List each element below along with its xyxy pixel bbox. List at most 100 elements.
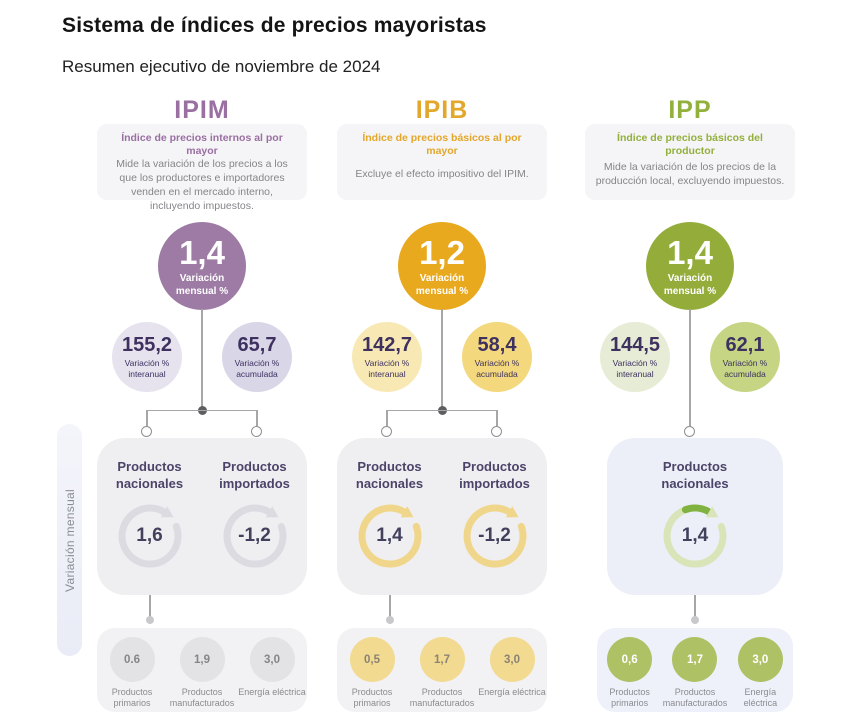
breakdown-circle: 0,6	[607, 637, 653, 682]
index-name: Índice de precios básicos al por mayor	[362, 132, 522, 158]
breakdown-value: 3,0	[264, 653, 280, 666]
accumulated-label: Variación % acumulada	[234, 357, 280, 379]
imported-products-label: Productos importados	[219, 459, 290, 491]
products-card: Productos nacionales 1,6 Productos impor…	[97, 438, 307, 595]
imported-products-value: -1,2	[478, 524, 511, 546]
index-name: Índice de precios básicos del productor	[617, 132, 763, 158]
connector-dot	[145, 616, 154, 624]
breakdown-card: 0,6 Productos primarios 1,7 Productos ma…	[597, 628, 793, 712]
connector-line	[441, 309, 443, 410]
breakdown-circle: 1,7	[419, 637, 465, 682]
column-ipib: IPIB Índice de precios básicos al por ma…	[332, 0, 552, 720]
breakdown-value: 1,7	[434, 653, 450, 666]
breakdown-label: Energía eléctrica	[743, 687, 778, 709]
breakdown-item: 0.6 Productos primarios	[97, 637, 167, 712]
connector-node	[141, 426, 152, 437]
accumulated-circle: 62,1 Variación % acumulada	[710, 322, 780, 392]
breakdown-circle: 0.6	[109, 637, 155, 682]
connector-line	[146, 410, 148, 426]
breakdown-value: 1,7	[686, 653, 703, 666]
connector-line	[147, 409, 257, 411]
interannual-value: 155,2	[121, 333, 173, 356]
interannual-circle: 144,5 Variación % interanual	[600, 322, 670, 392]
interannual-circle: 142,7 Variación % interanual	[352, 322, 422, 392]
breakdown-item: 1,7 Productos manufacturados	[407, 637, 477, 712]
breakdown-item: 3,0 Energía eléctrica	[728, 637, 793, 712]
breakdown-label: Productos manufacturados	[409, 687, 475, 709]
interannual-label: Variación % interanual	[124, 357, 170, 379]
national-products-value: 1,4	[376, 524, 403, 546]
breakdown-label: Productos primarios	[351, 687, 393, 709]
breakdown-label: Productos manufacturados	[169, 687, 235, 709]
index-name: Índice de precios internos al por mayor	[121, 132, 283, 158]
connector-line	[149, 595, 151, 619]
breakdown-item: 3,0 Energía eléctrica	[477, 637, 547, 712]
page-subtitle: Resumen ejecutivo de noviembre de 2024	[62, 57, 381, 76]
cycle-arrow-icon: 1,4	[353, 499, 427, 573]
connector-line	[386, 410, 388, 426]
breakdown-item: 1,9 Productos manufacturados	[167, 637, 237, 712]
interannual-value: 142,7	[361, 333, 413, 356]
breakdown-item: 0,6 Productos primarios	[597, 637, 662, 712]
breakdown-label: Energía eléctrica	[238, 687, 306, 697]
connector-node	[491, 426, 502, 437]
index-header-card: Índice de precios básicos del productor …	[585, 124, 795, 200]
national-products-label: Productos nacionales	[355, 459, 424, 491]
connector-line	[201, 309, 203, 410]
monthly-variation-sidebar: Variación mensual	[57, 424, 82, 656]
breakdown-circle: 3,0	[489, 637, 535, 682]
national-products-value: 1,6	[136, 524, 163, 546]
connector-line	[694, 595, 696, 619]
accumulated-circle: 65,7 Variación % acumulada	[222, 322, 292, 392]
breakdown-card: 0,5 Productos primarios 1,7 Productos ma…	[337, 628, 547, 712]
national-products-label: Productos nacionales	[661, 459, 729, 491]
national-products-cell: Productos nacionales 1,4	[337, 438, 442, 595]
page-title: Sistema de índices de precios mayoristas	[62, 14, 487, 37]
connector-line	[256, 410, 258, 426]
imported-products-label: Productos importados	[459, 459, 530, 491]
breakdown-item: 0,5 Productos primarios	[337, 637, 407, 712]
breakdown-item: 1,7 Productos manufacturados	[662, 637, 727, 712]
products-card: Productos nacionales 1,4	[607, 438, 783, 595]
imported-products-value: -1,2	[238, 524, 271, 546]
column-ipp: IPP Índice de precios básicos del produc…	[580, 0, 800, 720]
breakdown-circle: 1,7	[672, 637, 718, 682]
monthly-variation-label: Variación mensual %	[663, 273, 717, 297]
accumulated-value: 62,1	[725, 333, 765, 356]
monthly-variation-circle: 1,2 Variación mensual %	[398, 222, 486, 310]
breakdown-value: 0,5	[364, 653, 380, 666]
national-products-cell: Productos nacionales 1,6	[97, 438, 202, 595]
breakdown-circle: 3,0	[249, 637, 295, 682]
connector-node	[251, 426, 262, 437]
connector-line	[387, 409, 497, 411]
accumulated-value: 58,4	[477, 333, 517, 356]
cycle-arrow-icon: 1,6	[113, 499, 187, 573]
index-header-card: Índice de precios internos al por mayor …	[97, 124, 307, 212]
national-products-value: 1,4	[681, 524, 709, 546]
index-description: Excluye el efecto impositivo del IPIM.	[355, 168, 529, 181]
interannual-label: Variación % interanual	[612, 357, 658, 379]
accumulated-label: Variación % acumulada	[722, 357, 768, 379]
imported-products-cell: Productos importados -1,2	[202, 438, 307, 595]
index-header-card: Índice de precios básicos al por mayor E…	[337, 124, 547, 200]
breakdown-value: 1,9	[194, 653, 210, 666]
monthly-variation-circle: 1,4 Variación mensual %	[646, 222, 734, 310]
index-description: Mide la variación de los precios de la p…	[595, 161, 785, 188]
national-products-label: Productos nacionales	[115, 459, 184, 491]
connector-node	[381, 426, 392, 437]
index-acronym: IPIM	[174, 96, 230, 124]
sidebar-label: Variación mensual	[62, 488, 77, 592]
national-products-cell: Productos nacionales 1,4	[607, 438, 783, 595]
cycle-arrow-icon: -1,2	[218, 499, 292, 573]
index-acronym: IPIB	[415, 96, 469, 124]
accumulated-label: Variación % acumulada	[474, 357, 520, 379]
breakdown-label: Energía eléctrica	[478, 687, 546, 697]
index-acronym: IPP	[668, 96, 712, 124]
accumulated-circle: 58,4 Variación % acumulada	[462, 322, 532, 392]
connector-node	[684, 426, 695, 437]
connector-dot	[690, 616, 699, 624]
cycle-arrow-icon: 1,4	[658, 499, 732, 573]
interannual-circle: 155,2 Variación % interanual	[112, 322, 182, 392]
connector-line	[389, 595, 391, 619]
